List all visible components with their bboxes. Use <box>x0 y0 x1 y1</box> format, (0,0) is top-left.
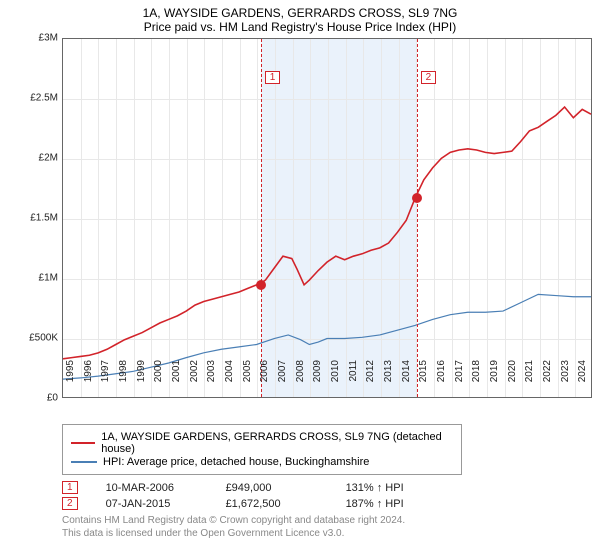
x-tick-label: 2020 <box>507 360 518 400</box>
event-line <box>261 39 262 397</box>
event-row-hpi: 131% ↑ HPI <box>346 482 446 494</box>
legend-label: HPI: Average price, detached house, Buck… <box>103 456 369 468</box>
x-tick-label: 2023 <box>560 360 571 400</box>
y-tick-label: £2.5M <box>30 93 58 104</box>
legend-swatch <box>71 442 95 444</box>
y-tick-label: £1.5M <box>30 213 58 224</box>
x-tick-label: 1997 <box>100 360 111 400</box>
x-tick-label: 1998 <box>118 360 129 400</box>
footer-line-2: This data is licensed under the Open Gov… <box>62 527 592 540</box>
legend: 1A, WAYSIDE GARDENS, GERRARDS CROSS, SL9… <box>62 424 462 475</box>
y-tick-label: £1M <box>39 273 58 284</box>
x-tick-label: 1995 <box>65 360 76 400</box>
chart: 12 £0£500K£1M£1.5M£2M£2.5M£3M19951996199… <box>32 38 592 418</box>
event-row-id: 2 <box>62 497 78 510</box>
page-subtitle: Price paid vs. HM Land Registry's House … <box>8 20 592 34</box>
x-tick-label: 2014 <box>401 360 412 400</box>
y-tick-label: £3M <box>39 33 58 44</box>
page-title: 1A, WAYSIDE GARDENS, GERRARDS CROSS, SL9… <box>8 6 592 20</box>
legend-row: HPI: Average price, detached house, Buck… <box>71 456 453 468</box>
event-dot <box>256 280 266 290</box>
x-tick-label: 2024 <box>577 360 588 400</box>
x-tick-label: 2011 <box>348 360 359 400</box>
x-tick-label: 2022 <box>542 360 553 400</box>
x-tick-label: 2006 <box>259 360 270 400</box>
x-tick-label: 2001 <box>171 360 182 400</box>
event-row-price: £949,000 <box>226 482 326 494</box>
footer-line-1: Contains HM Land Registry data © Crown c… <box>62 514 592 527</box>
series-layer <box>63 39 591 397</box>
x-tick-label: 2005 <box>242 360 253 400</box>
x-tick-label: 2004 <box>224 360 235 400</box>
y-tick-label: £0 <box>47 393 58 404</box>
legend-label: 1A, WAYSIDE GARDENS, GERRARDS CROSS, SL9… <box>101 431 453 455</box>
event-tag: 2 <box>421 71 437 84</box>
x-tick-label: 2016 <box>436 360 447 400</box>
x-tick-label: 2013 <box>383 360 394 400</box>
y-tick-label: £2M <box>39 153 58 164</box>
x-tick-label: 2008 <box>295 360 306 400</box>
x-tick-label: 2018 <box>471 360 482 400</box>
event-row-date: 10-MAR-2006 <box>106 482 206 494</box>
x-tick-label: 2015 <box>418 360 429 400</box>
x-tick-label: 1999 <box>136 360 147 400</box>
x-tick-label: 2007 <box>277 360 288 400</box>
x-tick-label: 2009 <box>312 360 323 400</box>
events-table: 1 10-MAR-2006 £949,000 131% ↑ HPI 2 07-JAN-20… <box>62 481 592 510</box>
footer: Contains HM Land Registry data © Crown c… <box>62 514 592 540</box>
event-tag: 1 <box>265 71 281 84</box>
x-tick-label: 2021 <box>524 360 535 400</box>
x-tick-label: 1996 <box>83 360 94 400</box>
x-tick-label: 2000 <box>153 360 164 400</box>
event-row: 1 10-MAR-2006 £949,000 131% ↑ HPI <box>62 481 592 494</box>
plot-area: 12 <box>62 38 592 398</box>
series-price_paid <box>63 107 591 359</box>
event-row-hpi: 187% ↑ HPI <box>346 498 446 510</box>
legend-row: 1A, WAYSIDE GARDENS, GERRARDS CROSS, SL9… <box>71 431 453 455</box>
legend-swatch <box>71 461 97 463</box>
event-row-date: 07-JAN-2015 <box>106 498 206 510</box>
event-row-id: 1 <box>62 481 78 494</box>
event-row: 2 07-JAN-2015 £1,672,500 187% ↑ HPI <box>62 497 592 510</box>
y-tick-label: £500K <box>29 333 58 344</box>
event-line <box>417 39 418 397</box>
event-dot <box>412 193 422 203</box>
x-tick-label: 2019 <box>489 360 500 400</box>
x-tick-label: 2012 <box>365 360 376 400</box>
x-tick-label: 2010 <box>330 360 341 400</box>
x-tick-label: 2002 <box>189 360 200 400</box>
x-tick-label: 2003 <box>206 360 217 400</box>
x-tick-label: 2017 <box>454 360 465 400</box>
event-row-price: £1,672,500 <box>226 498 326 510</box>
